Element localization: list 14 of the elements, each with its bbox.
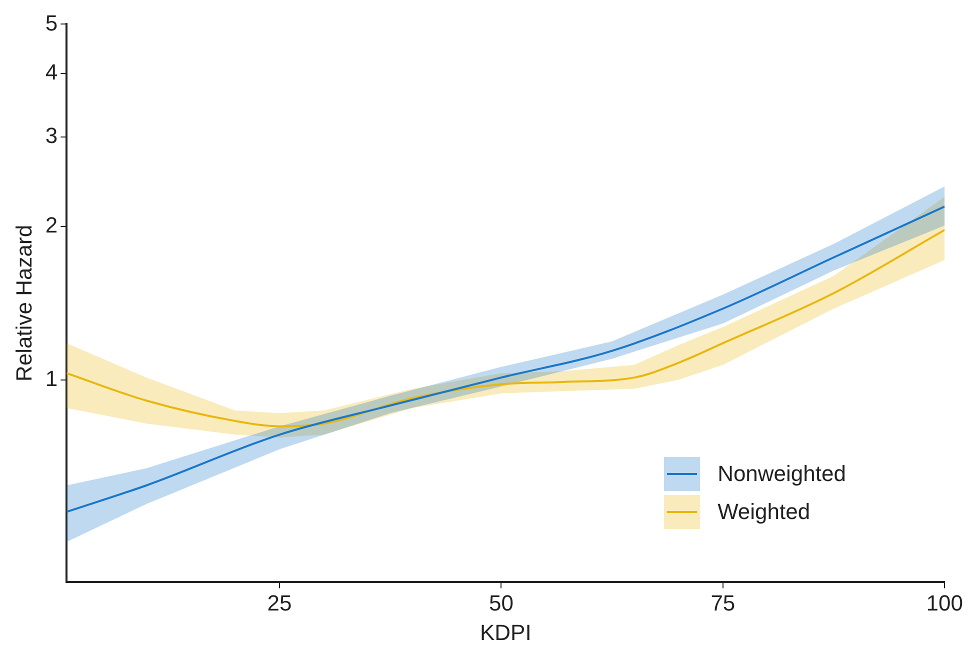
x-tick-label: 100 (926, 590, 964, 616)
x-tick-label: 25 (267, 590, 292, 616)
x-tick-label: 50 (488, 590, 514, 616)
y-tick-label: 4 (45, 60, 58, 85)
x-axis-title: KDPI (480, 620, 532, 645)
x-tick-label: 75 (710, 590, 736, 616)
legend-label: Nonweighted (718, 461, 846, 487)
y-tick-label: 2 (45, 212, 58, 238)
y-tick-label: 3 (45, 123, 58, 148)
legend-label: Weighted (718, 499, 810, 525)
line-series (66, 228, 945, 428)
y-tick-label: 1 (45, 366, 58, 391)
y-tick-label: 5 (45, 10, 58, 36)
y-axis-title: Relative Hazard (11, 224, 36, 382)
